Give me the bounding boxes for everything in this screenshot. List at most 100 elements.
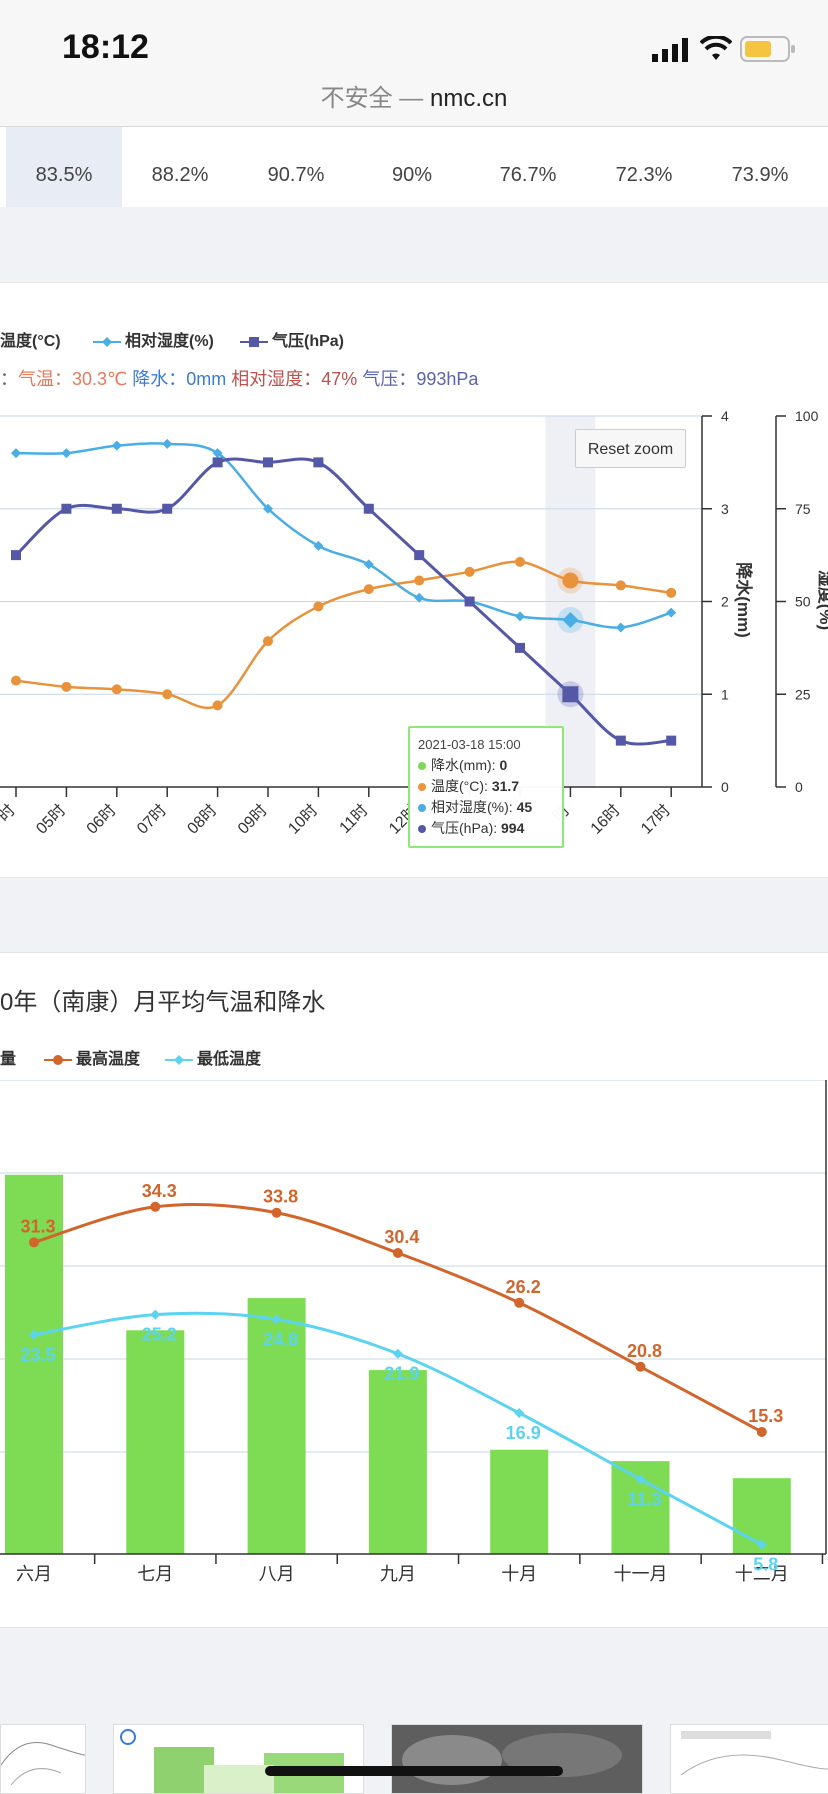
url-bar[interactable]: 不安全 — nmc.cn: [0, 78, 828, 113]
x-tick-label: 九月: [380, 1564, 416, 1584]
data-point: [414, 575, 425, 586]
data-point: [514, 1297, 525, 1308]
x-tick-label: 05时: [33, 801, 70, 838]
x-tick-label: 07时: [133, 801, 170, 838]
data-label: 31.3: [20, 1216, 55, 1236]
data-point: [363, 503, 374, 514]
y-tick-label: 2: [721, 594, 729, 610]
reset-zoom-button[interactable]: Reset zoom: [575, 429, 686, 468]
data-point: [414, 592, 425, 603]
x-tick-label: 十一月: [614, 1564, 668, 1584]
x-tick-label: 10时: [285, 801, 322, 838]
url-host: nmc.cn: [429, 85, 508, 112]
live-rain-value: 0mm: [186, 369, 227, 389]
data-point: [392, 1348, 403, 1359]
humidity-cell[interactable]: 76.7%: [499, 164, 557, 186]
x-tick-label: 十月: [501, 1564, 537, 1584]
home-indicator[interactable]: [265, 1766, 563, 1776]
wifi-icon: [699, 34, 733, 67]
legend-humidity[interactable]: 相对湿度(%): [93, 327, 214, 351]
data-point: [363, 584, 374, 595]
legend-precipitation[interactable]: 量: [0, 1051, 17, 1068]
monthly-chart-title: 0年（南康）月平均气温和降水: [0, 989, 326, 1016]
data-point: [212, 457, 223, 468]
data-point: [515, 611, 525, 622]
data-point: [756, 1426, 767, 1437]
data-point: [414, 550, 425, 561]
data-label: 25.2: [142, 1325, 177, 1345]
data-point: [666, 607, 677, 618]
live-colon: ：: [0, 369, 18, 389]
x-tick-label: 08时: [184, 801, 221, 838]
data-point: [635, 1474, 646, 1485]
square-marker-icon: [240, 336, 268, 347]
x-tick-label: 09时: [234, 801, 271, 838]
x-tick-label: 16时: [587, 801, 624, 838]
data-point: [313, 457, 324, 468]
diamond-marker-icon: [165, 1054, 193, 1065]
humidity-cell[interactable]: 83.5%: [6, 127, 122, 207]
data-point: [263, 457, 273, 468]
humidity-cell[interactable]: 90%: [391, 164, 433, 186]
data-point: [111, 684, 122, 695]
legend-pressure[interactable]: 气压(hPa): [240, 327, 344, 351]
hover-point: [562, 612, 579, 629]
outline-map-thumbnail[interactable]: [670, 1724, 828, 1794]
live-pres-label: 气压：: [362, 369, 417, 389]
data-point: [111, 503, 122, 514]
humidity-row: 83.5% 88.2% 90.7% 90% 76.7% 72.3% 73.9%: [0, 127, 828, 207]
precip-bar: [126, 1330, 185, 1554]
data-point: [363, 559, 374, 570]
data-point: [11, 675, 21, 686]
hover-point: [562, 572, 579, 589]
data-point: [11, 448, 21, 459]
monthly-chart[interactable]: 六月 七月 八月 九月 十月 十一月 十二月 31.3 34.3 33.8 30.4 26.2 20.8…: [0, 1079, 828, 1605]
x-tick-label: 十二月: [735, 1564, 789, 1584]
data-point: [666, 587, 677, 598]
map-thumbnail[interactable]: [0, 1724, 86, 1794]
precipitation-forecast-thumbnail[interactable]: [113, 1724, 364, 1794]
status-time: 18:12: [62, 28, 149, 66]
tooltip-time: 2021-03-18 15:00: [418, 737, 521, 752]
live-temp-label: 气温：: [18, 369, 72, 389]
data-point: [635, 1361, 646, 1372]
browser-top-bar: [0, 0, 828, 127]
data-point: [29, 1237, 39, 1248]
data-label: 34.3: [142, 1181, 177, 1201]
y-tick-label: 25: [795, 686, 811, 702]
tooltip-row-pressure: 气压(hPa): 994: [418, 818, 554, 839]
data-label: 24.8: [263, 1329, 298, 1349]
x-tick-label: 06时: [83, 801, 120, 838]
battery-icon: [740, 36, 796, 67]
data-point: [464, 566, 475, 577]
humidity-cell[interactable]: 88.2%: [151, 164, 209, 186]
hourly-chart[interactable]: 0 1 2 3 4 降水(mm) 0 25 50 75 100 湿度(%) 时 05时 06时 07时 08时 0…: [0, 400, 828, 845]
data-label: 21.9: [384, 1364, 419, 1384]
data-label: 16.9: [506, 1423, 541, 1443]
humidity-cell[interactable]: 90.7%: [267, 164, 325, 186]
signal-icon: [652, 38, 692, 67]
data-point: [263, 503, 273, 514]
live-rain-label: 降水：: [132, 369, 187, 389]
legend-max-temp[interactable]: 最高温度: [44, 1045, 140, 1069]
humidity-cell[interactable]: 73.9%: [731, 164, 789, 186]
data-point: [615, 622, 626, 633]
data-point: [61, 503, 72, 514]
legend-min-temp[interactable]: 最低温度: [165, 1045, 261, 1069]
humidity-cell[interactable]: 72.3%: [615, 164, 673, 186]
y-tick-label: 1: [721, 686, 729, 702]
data-point: [313, 601, 324, 612]
y-tick-label: 3: [721, 501, 729, 517]
data-point: [212, 700, 223, 711]
legend-temperature[interactable]: 温度(°C): [0, 333, 61, 350]
tooltip-row-temp: 温度(°C): 31.7: [418, 776, 554, 797]
data-point: [263, 636, 273, 647]
data-point: [313, 540, 324, 551]
data-point: [515, 642, 525, 653]
live-hum-value: 47%: [321, 369, 358, 389]
data-point: [756, 1539, 767, 1550]
live-pres-value: 993hPa: [416, 369, 479, 389]
data-point: [61, 448, 72, 459]
precip-bar: [368, 1370, 427, 1554]
satellite-thumbnail[interactable]: [391, 1724, 643, 1794]
